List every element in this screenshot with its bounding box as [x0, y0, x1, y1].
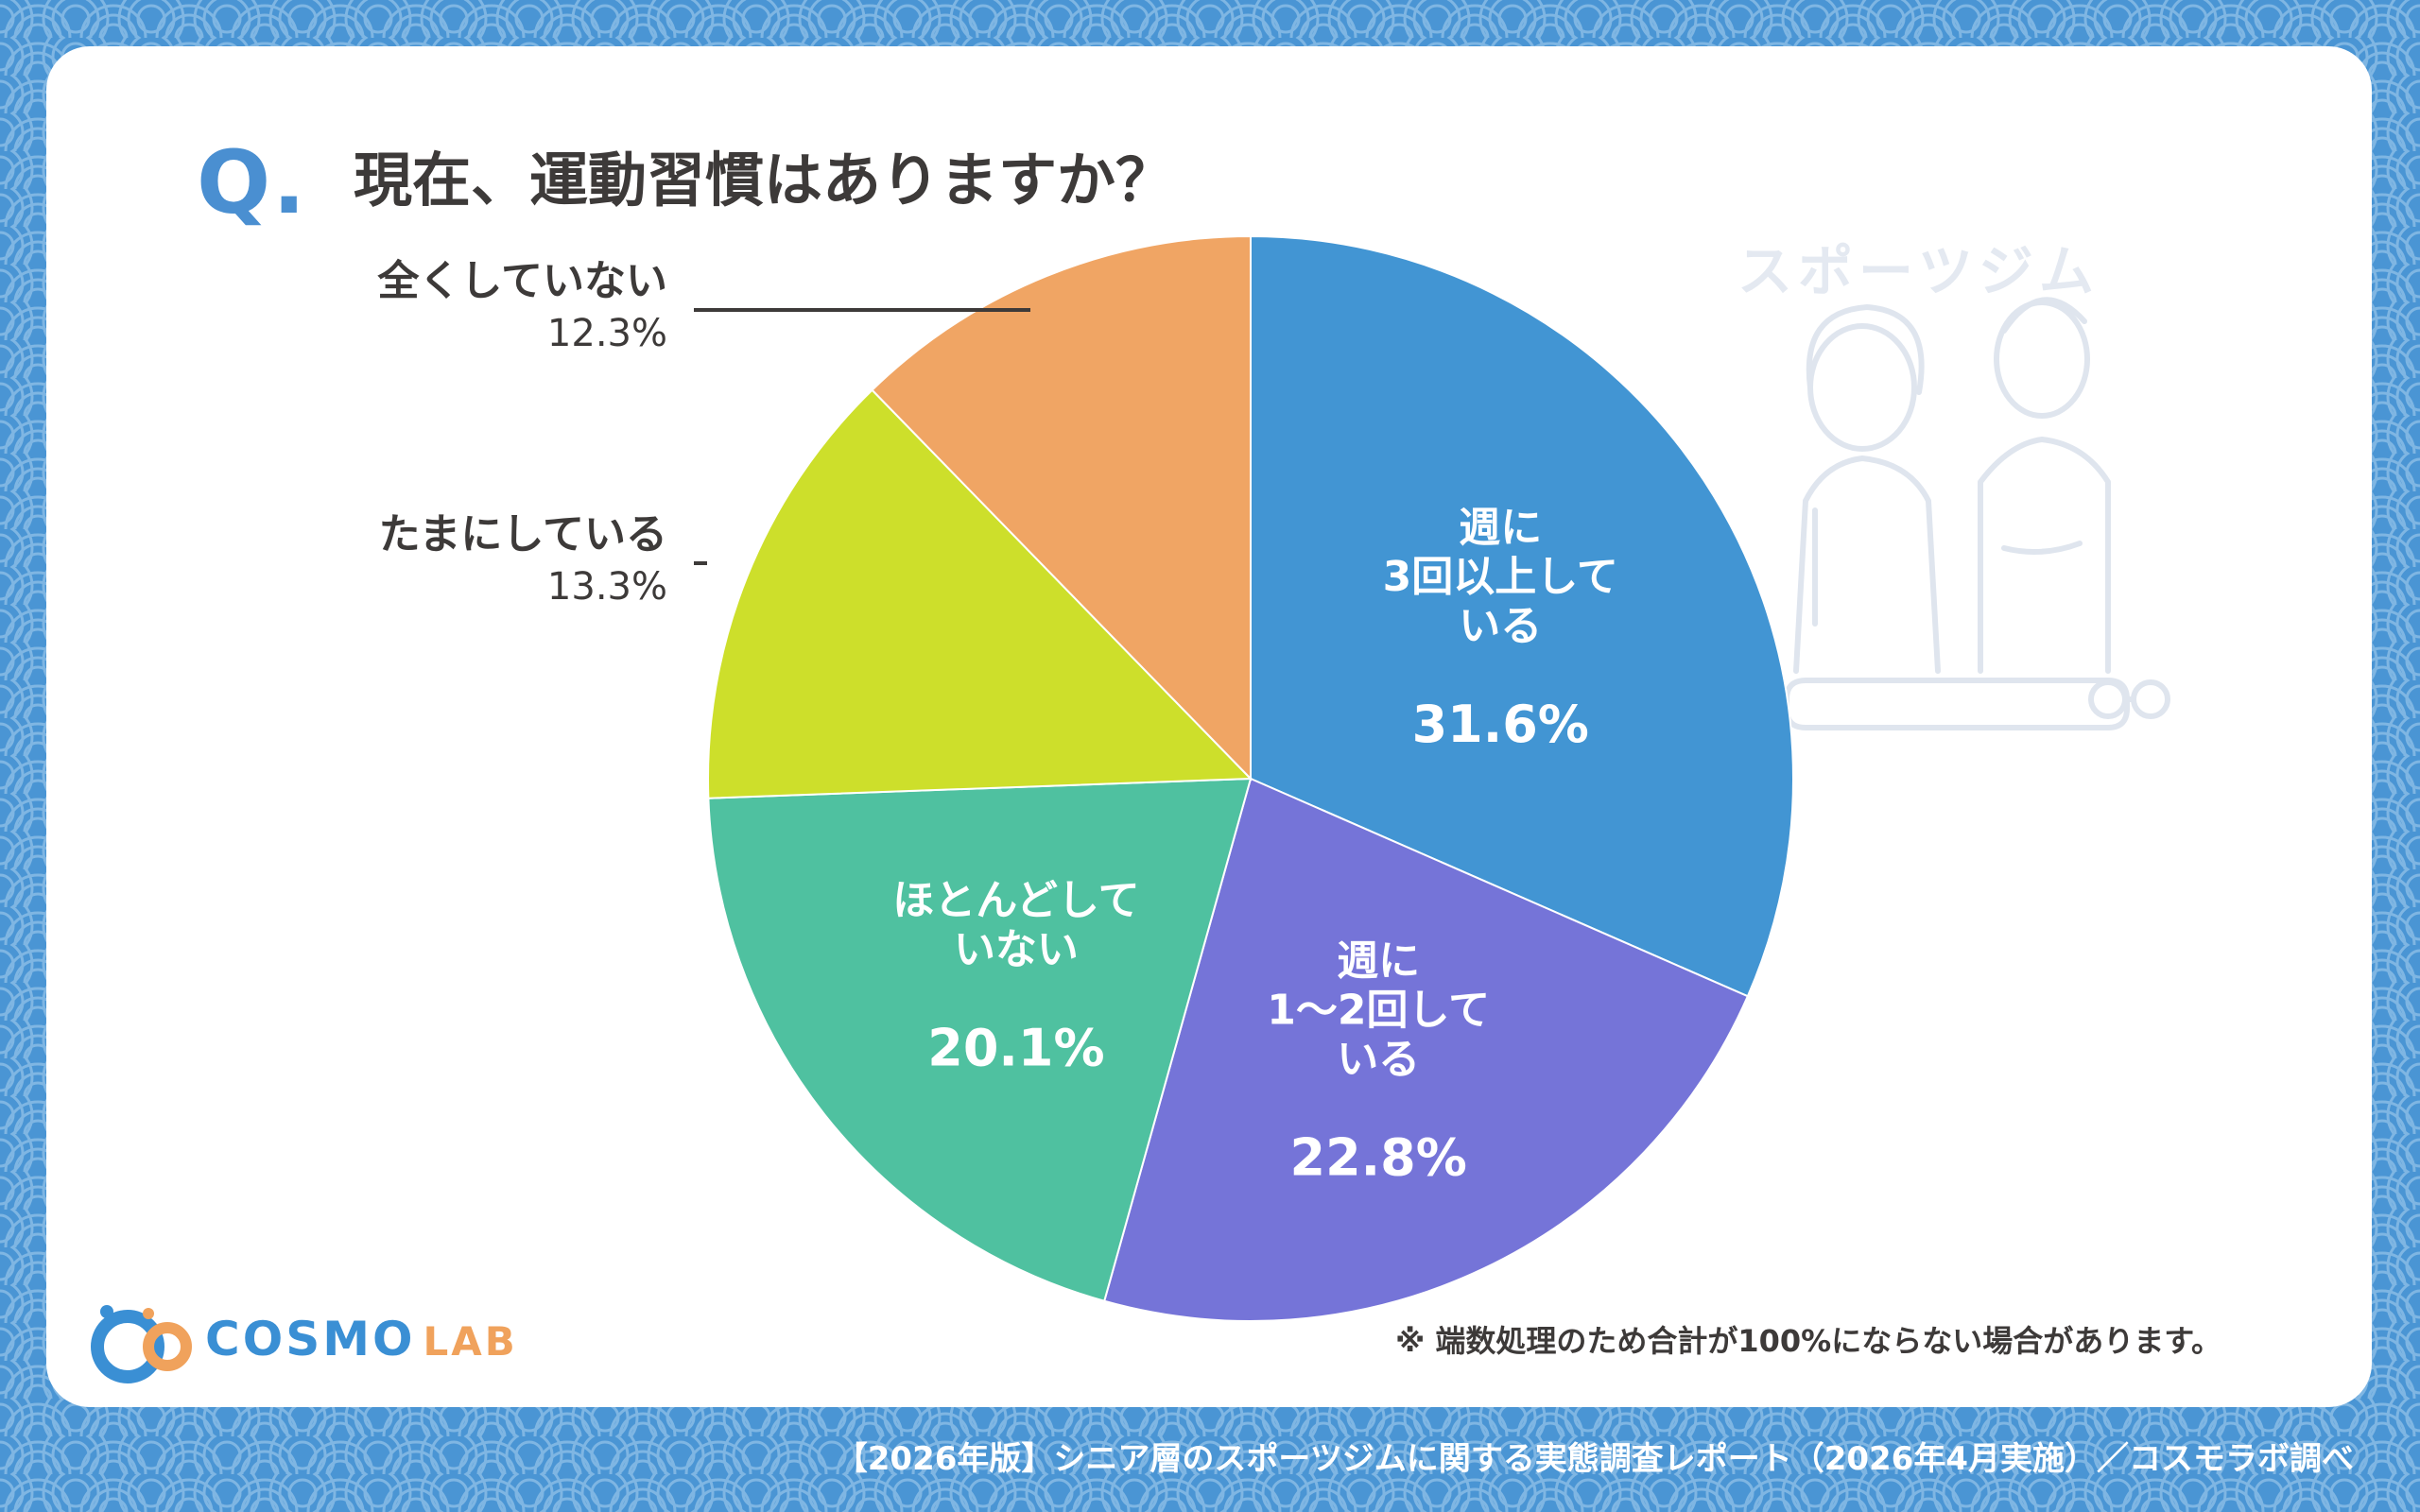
rounding-note: ※ 端数処理のため合計が100%にならない場合があります。 — [1395, 1323, 2221, 1359]
illustration-caption: スポーツジム — [1737, 239, 2100, 303]
pie-slice-4 — [871, 234, 1252, 782]
logo-sub-text: LAB — [423, 1318, 518, 1365]
cosmo-lab-logo: COSMO LAB — [90, 1295, 515, 1389]
slice-label-2-line-1: いない — [954, 925, 1079, 973]
pie-slice-2 — [707, 777, 1253, 1302]
pie-slice-1 — [1102, 777, 1750, 1323]
pie-slice-3 — [707, 388, 1253, 799]
footer-source: 【2026年版】シニア層のスポーツジムに関する実態調査レポート（2026年4月実… — [835, 1440, 2354, 1478]
logo-main-text: COSMO — [205, 1312, 416, 1366]
slice-label-2-line-0: ほとんどして — [892, 876, 1139, 924]
senior-couple-gym-illustration — [1784, 297, 2170, 730]
label-none-name: 全くしていない — [377, 257, 667, 305]
slice-value-1: 22.8% — [1290, 1127, 1467, 1187]
slice-label-1-line-1: 1〜2回して — [1267, 986, 1490, 1034]
label-sometimes-name: たまにしている — [378, 510, 667, 558]
question-title: 現在、運動習慣はありますか？ — [354, 146, 1175, 215]
label-none: 全くしていない 12.3% — [355, 255, 667, 359]
slice-label-0-line-2: いる — [1459, 602, 1542, 650]
leader-line-none — [694, 308, 1030, 312]
question-mark-label: Q. — [197, 132, 308, 233]
pie-slice-0 — [1250, 234, 1795, 998]
slice-label-1-line-0: 週に — [1337, 936, 1420, 985]
slice-label-0-line-0: 週に — [1459, 504, 1542, 552]
label-sometimes-value: 13.3% — [546, 565, 667, 609]
leader-line-sometimes — [694, 561, 707, 565]
slice-value-0: 31.6% — [1412, 695, 1589, 754]
label-none-value: 12.3% — [546, 312, 667, 355]
slice-label-1-line-2: いる — [1337, 1035, 1420, 1083]
cosmo-lab-logo-icon — [91, 1305, 192, 1383]
slice-value-2: 20.1% — [927, 1018, 1104, 1077]
slice-label-0-line-1: 3回以上して — [1383, 553, 1618, 601]
label-sometimes: たまにしている 13.3% — [355, 508, 667, 612]
